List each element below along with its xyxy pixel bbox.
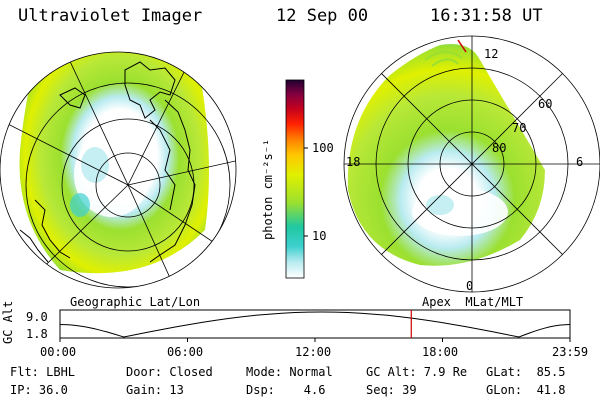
mlt-18-label: 18 (346, 155, 361, 169)
time-label: 16:31:58 UT (430, 6, 543, 26)
colorbar-unit-label: photon cm⁻²s⁻¹ (261, 138, 275, 240)
geographic-label: Geographic Lat/Lon (70, 295, 201, 309)
glat-info: GLat: 85.5 (486, 365, 566, 379)
gain-info: Gain: 13 (126, 383, 184, 397)
timeline-y-top: 9.0 (26, 310, 48, 324)
apex-map (343, 35, 600, 293)
mlat-60-label: 60 (538, 97, 553, 111)
mlat-80-label: 80 (492, 141, 507, 155)
right-auroral-image (347, 44, 545, 266)
filter-info: Flt: LBHL (10, 365, 76, 379)
timeline-tick-2359: 23:59 (552, 345, 589, 359)
door-info: Door: Closed (126, 365, 213, 379)
mlt-12-label: 12 (484, 47, 499, 61)
gc-alt-info: GC Alt: 7.9 Re (366, 365, 468, 379)
timeline-tick-0000: 00:00 (40, 345, 77, 359)
mlat-70-label: 70 (512, 121, 527, 135)
ip-info: IP: 36.0 (10, 383, 68, 397)
date-label: 12 Sep 00 (276, 6, 369, 26)
apex-label: Apex MLat/MLT (422, 295, 524, 309)
colorbar-tick-10: 10 (312, 229, 327, 243)
mode-info: Mode: Normal (246, 365, 333, 379)
mlt-6-label: 6 (576, 155, 584, 169)
timeline-frame (59, 309, 571, 339)
timeline-tick-0600: 06:00 (167, 345, 204, 359)
orbit-altitude-curve (59, 311, 571, 338)
orbit-timeline (59, 309, 571, 342)
seq-info: Seq: 39 (366, 383, 417, 397)
timeline-axis-label: GC Alt (1, 300, 15, 344)
colorbar-tick-100: 100 (312, 141, 334, 155)
timeline-tick-1800: 18:00 (422, 345, 459, 359)
timeline-y-bottom: 1.8 (26, 327, 48, 341)
colorbar-scale (285, 79, 305, 279)
glon-info: GLon: 41.8 (486, 383, 566, 397)
instrument-title: Ultraviolet Imager (18, 6, 203, 26)
mlt-0-label: 0 (466, 279, 474, 293)
timeline-tick-1200: 12:00 (295, 345, 332, 359)
colorbar (285, 79, 308, 279)
dsp-info: Dsp: 4.6 (246, 383, 326, 397)
geographic-map (0, 51, 237, 289)
